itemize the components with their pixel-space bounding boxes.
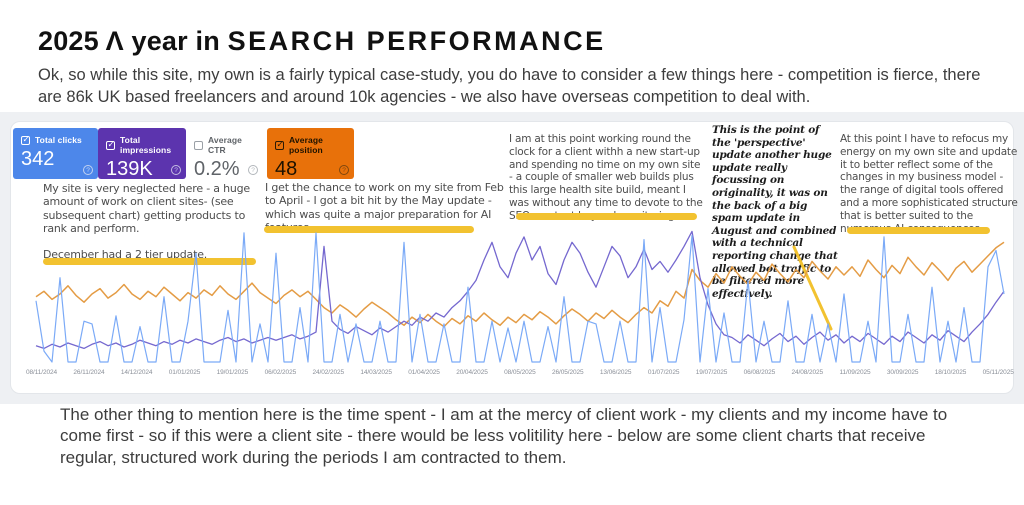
axis-date-label: 14/03/2025 (360, 369, 392, 376)
tile-value: 0.2% (194, 158, 240, 180)
axis-date-label: 26/05/2025 (552, 369, 584, 376)
axis-date-label: 01/01/2025 (168, 369, 201, 376)
page-title-prefix: 2025 Λ year in (38, 26, 228, 56)
tile-value: 342 (21, 148, 55, 170)
x-axis-date-labels: 08/11/2024 26/11/2024 14/12/2024 01/01/2025… (26, 369, 1014, 376)
total-impressions-tile[interactable]: Total impressions 139K ? (98, 128, 186, 180)
average-ctr-tile[interactable]: Average CTR 0.2% ? (186, 128, 263, 180)
axis-date-label: 26/11/2024 (73, 369, 105, 376)
highlight-bar-4 (847, 227, 990, 234)
axis-date-label: 01/04/2025 (408, 369, 440, 376)
series-clicks (35, 232, 1005, 363)
series-impressions (35, 230, 1005, 350)
checkbox-unchecked-icon[interactable] (194, 140, 203, 150)
highlight-diagonal-line (792, 245, 833, 331)
annotation-text: My site is very neglected here - a huge … (43, 182, 250, 236)
annotation-refocus: At this point I have to refocus my energ… (840, 133, 1018, 235)
total-clicks-tile[interactable]: Total clicks 342 ? (13, 128, 98, 179)
axis-date-label: 18/10/2025 (934, 369, 967, 376)
help-icon[interactable]: ? (83, 165, 93, 175)
annotation-client-startup: I am at this point working round the clo… (509, 133, 703, 222)
axis-date-label: 06/02/2025 (264, 369, 297, 376)
axis-date-label: 05/11/2025 (982, 369, 1014, 376)
annotation-text: December had a 2 tier update. (43, 247, 208, 261)
checkbox-checked-icon[interactable] (106, 139, 115, 150)
tile-label: Total clicks (35, 135, 82, 145)
series-position (35, 241, 1005, 328)
help-icon[interactable]: ? (248, 165, 258, 175)
axis-date-label: 20/04/2025 (456, 369, 488, 376)
axis-date-label: 01/07/2025 (647, 369, 680, 376)
metric-tiles: Total clicks 342 ? Total impressions 139… (13, 128, 354, 180)
performance-chart[interactable] (26, 222, 1014, 366)
highlight-bar-3 (516, 213, 697, 220)
axis-date-label: 14/12/2024 (120, 369, 153, 376)
search-console-card: Total clicks 342 ? Total impressions 139… (10, 121, 1018, 394)
page-title: 2025 Λ year in SEARCH PERFORMANCE (38, 26, 606, 57)
tile-value: 48 (275, 158, 298, 180)
tile-label: Average CTR (208, 135, 242, 155)
axis-date-label: 13/06/2025 (599, 369, 632, 376)
tile-value: 139K (106, 158, 153, 180)
axis-date-label: 11/09/2025 (839, 369, 871, 376)
axis-date-label: 30/09/2025 (886, 369, 919, 376)
tile-label: Total impressions (120, 135, 172, 155)
checkbox-checked-icon[interactable] (21, 134, 30, 145)
axis-date-label: 08/11/2024 (26, 369, 58, 376)
help-icon[interactable]: ? (339, 165, 349, 175)
axis-date-label: 06/08/2025 (743, 369, 776, 376)
intro-paragraph: Ok, so while this site, my own is a fair… (38, 66, 981, 107)
axis-date-label: 08/05/2025 (504, 369, 536, 376)
axis-date-label: 24/08/2025 (791, 369, 824, 376)
page-title-styled: SEARCH PERFORMANCE (227, 26, 606, 56)
tile-label: Average position (289, 135, 323, 155)
axis-date-label: 24/02/2025 (312, 369, 345, 376)
highlight-bar-2 (264, 226, 474, 233)
average-position-tile[interactable]: Average position 48 ? (267, 128, 354, 180)
highlight-bar-1 (43, 258, 256, 265)
axis-date-label: 19/07/2025 (695, 369, 728, 376)
help-icon[interactable]: ? (171, 165, 181, 175)
annotation-neglected-site: My site is very neglected here - a huge … (43, 182, 265, 261)
checkbox-checked-icon[interactable] (275, 139, 284, 150)
outro-paragraph: The other thing to mention here is the t… (60, 405, 948, 467)
axis-date-label: 19/01/2025 (216, 369, 249, 376)
annotation-perspective-update: This is the point of the 'perspective' u… (712, 124, 838, 300)
